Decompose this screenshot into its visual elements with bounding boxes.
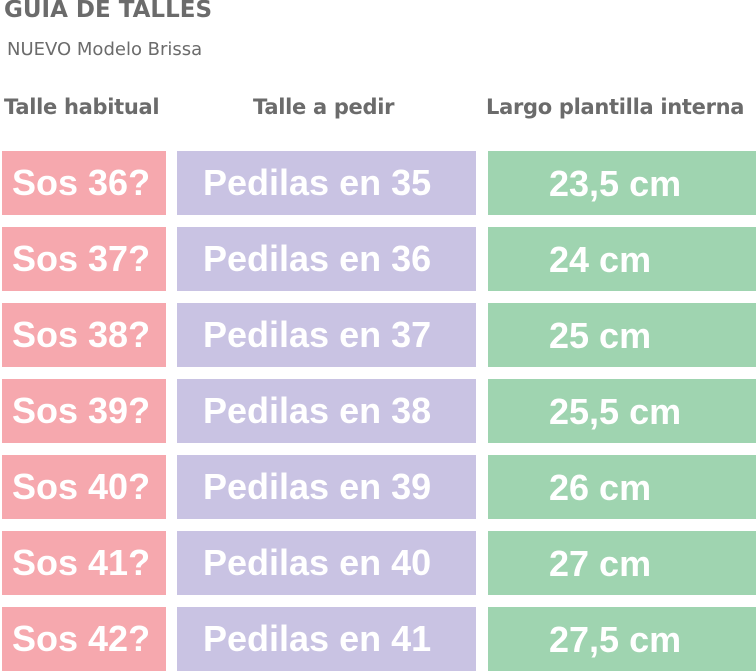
talle-a-pedir-cell: Pedilas en 36 <box>177 227 476 291</box>
size-row: Sos 41? Pedilas en 40 27 cm <box>0 531 756 595</box>
talle-a-pedir-cell: Pedilas en 40 <box>177 531 476 595</box>
talle-habitual-cell: Sos 36? <box>2 151 166 215</box>
talle-habitual-cell: Sos 39? <box>2 379 166 443</box>
talle-habitual-cell: Sos 42? <box>2 607 166 671</box>
size-row: Sos 42? Pedilas en 41 27,5 cm <box>0 607 756 671</box>
size-row: Sos 40? Pedilas en 39 26 cm <box>0 455 756 519</box>
largo-plantilla-cell: 26 cm <box>488 455 756 519</box>
talle-habitual-cell: Sos 37? <box>2 227 166 291</box>
largo-plantilla-cell: 27 cm <box>488 531 756 595</box>
page-subtitle: NUEVO Modelo Brissa <box>7 39 203 60</box>
talle-a-pedir-cell: Pedilas en 39 <box>177 455 476 519</box>
column-header-largo-plantilla: Largo plantilla interna <box>486 95 745 119</box>
largo-plantilla-cell: 24 cm <box>488 227 756 291</box>
largo-plantilla-cell: 23,5 cm <box>488 151 756 215</box>
size-row: Sos 39? Pedilas en 38 25,5 cm <box>0 379 756 443</box>
size-row: Sos 37? Pedilas en 36 24 cm <box>0 227 756 291</box>
largo-plantilla-cell: 25 cm <box>488 303 756 367</box>
column-header-talle-a-pedir: Talle a pedir <box>253 95 395 119</box>
page-title: GUIA DE TALLES <box>4 0 213 23</box>
talle-a-pedir-cell: Pedilas en 35 <box>177 151 476 215</box>
size-row: Sos 38? Pedilas en 37 25 cm <box>0 303 756 367</box>
talle-habitual-cell: Sos 41? <box>2 531 166 595</box>
largo-plantilla-cell: 27,5 cm <box>488 607 756 671</box>
talle-habitual-cell: Sos 38? <box>2 303 166 367</box>
talle-habitual-cell: Sos 40? <box>2 455 166 519</box>
largo-plantilla-cell: 25,5 cm <box>488 379 756 443</box>
size-row: Sos 36? Pedilas en 35 23,5 cm <box>0 151 756 215</box>
talle-a-pedir-cell: Pedilas en 38 <box>177 379 476 443</box>
talle-a-pedir-cell: Pedilas en 41 <box>177 607 476 671</box>
column-header-talle-habitual: Talle habitual <box>4 95 160 119</box>
talle-a-pedir-cell: Pedilas en 37 <box>177 303 476 367</box>
